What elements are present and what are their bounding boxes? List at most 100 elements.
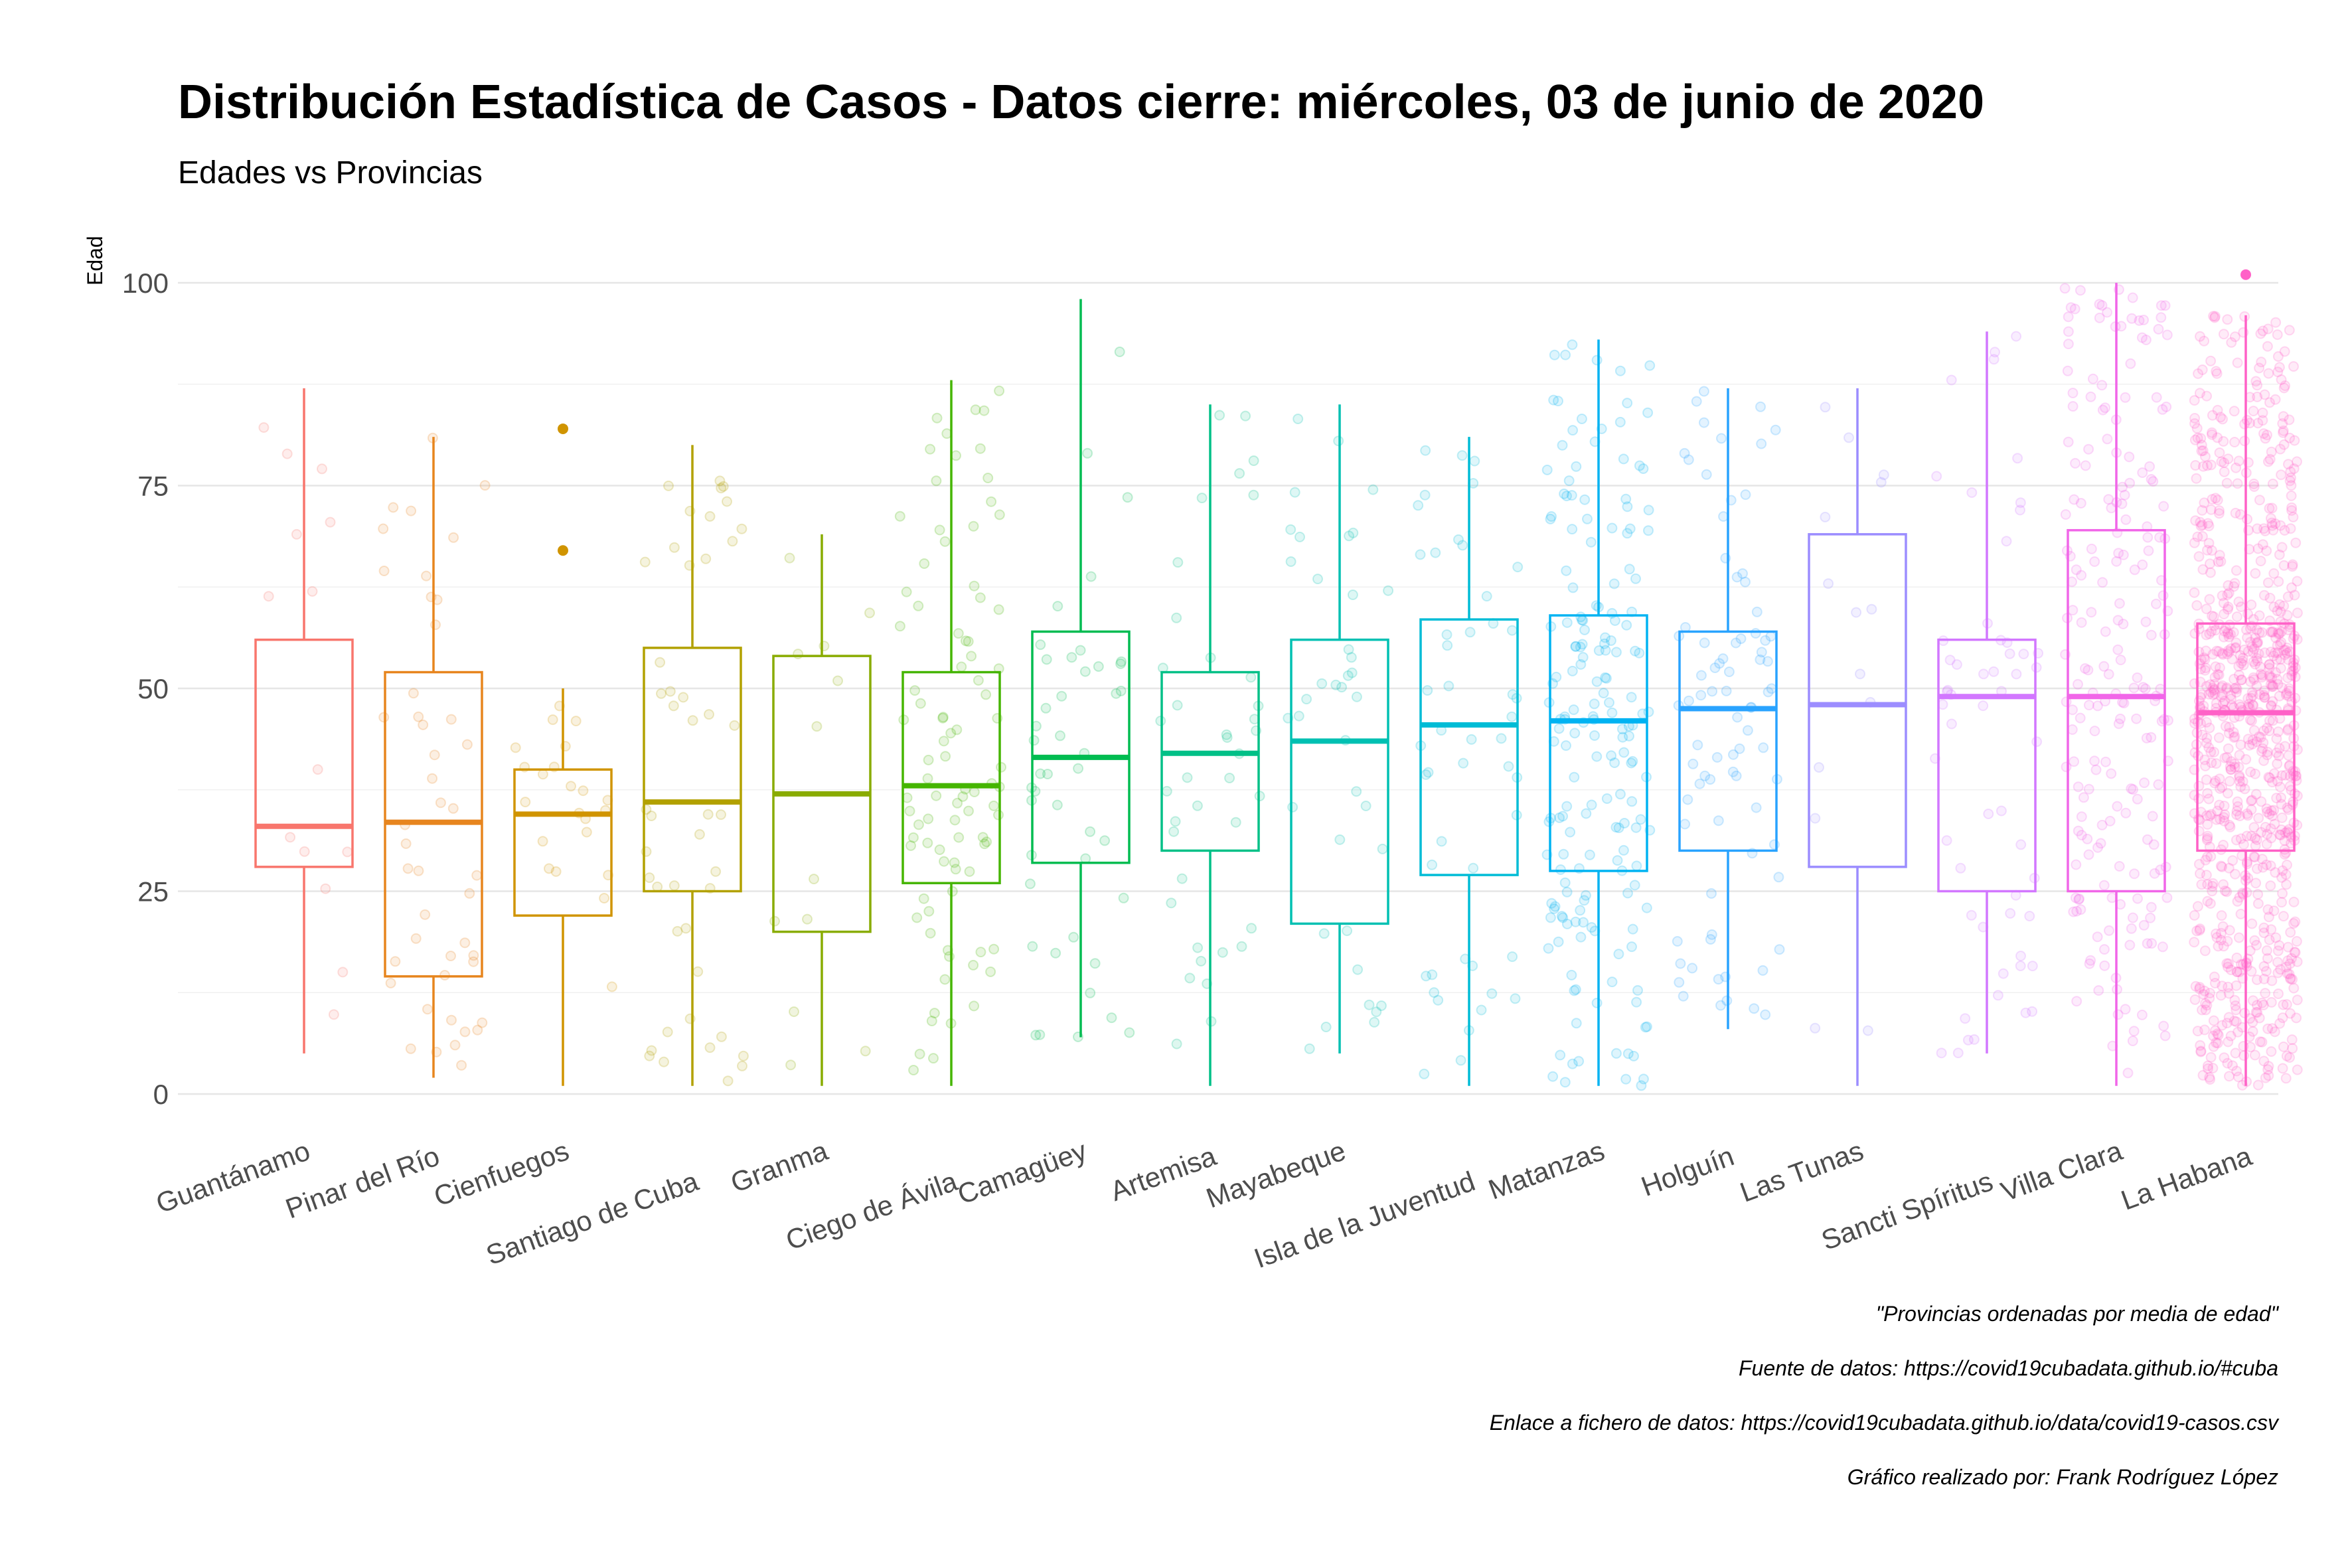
jitter-point <box>2217 414 2228 425</box>
jitter-point <box>2223 988 2234 999</box>
jitter-point <box>445 951 456 961</box>
jitter-point <box>2031 736 2043 747</box>
jitter-point <box>2209 971 2220 982</box>
jitter-point <box>2129 868 2140 880</box>
jitter-point <box>2262 828 2273 840</box>
jitter-point <box>2272 678 2284 690</box>
jitter-point <box>1624 564 1635 575</box>
jitter-point <box>2278 427 2289 438</box>
jitter-point <box>729 720 740 731</box>
jitter-point <box>904 805 915 817</box>
jitter-point <box>2262 807 2273 818</box>
iqr-box <box>1031 630 1131 864</box>
jitter-point <box>2197 519 2208 530</box>
jitter-point <box>2225 1030 2236 1042</box>
jitter-point <box>1621 619 1632 631</box>
box-9 <box>1290 404 1389 1054</box>
jitter-point <box>2224 925 2235 936</box>
jitter-point <box>1230 817 1241 828</box>
jitter-point <box>2247 1016 2258 1028</box>
jitter-point <box>2201 717 2212 728</box>
jitter-point <box>2098 661 2110 672</box>
jitter-point <box>2258 755 2269 766</box>
outlier-point <box>2240 269 2251 280</box>
jitter-point <box>1731 770 1742 781</box>
jitter-point <box>646 811 657 821</box>
jitter-point <box>1082 447 1093 459</box>
jitter-point <box>2264 659 2275 670</box>
jitter-point <box>1608 578 1620 589</box>
jitter-point <box>1546 898 1557 909</box>
jitter-point <box>2161 401 2172 412</box>
jitter-point <box>2247 738 2258 749</box>
jitter-point <box>2272 967 2284 979</box>
jitter-point <box>2083 443 2094 455</box>
jitter-point <box>1316 678 1328 689</box>
jitter-point <box>2201 834 2213 846</box>
jitter-point <box>2287 1043 2298 1054</box>
jitter-point <box>2245 676 2256 687</box>
jitter-point <box>2200 451 2211 462</box>
jitter-point <box>2223 961 2233 973</box>
jitter-point <box>2258 927 2270 939</box>
jitter-point <box>2256 670 2268 681</box>
jitter-point <box>966 651 977 662</box>
jitter-point <box>2189 413 2201 424</box>
jitter-point <box>1368 484 1379 495</box>
jitter-point <box>2212 1038 2223 1049</box>
jitter-point <box>1823 578 1834 589</box>
jitter-point <box>2128 682 2140 694</box>
jitter-point <box>2212 404 2223 416</box>
jitter-point <box>2270 867 2281 878</box>
jitter-point <box>2208 1015 2219 1026</box>
jitter-point <box>2265 823 2276 834</box>
jitter-point <box>644 1050 655 1061</box>
jitter-point <box>2063 311 2074 323</box>
jitter-point <box>2213 646 2225 657</box>
jitter-point <box>2231 684 2242 694</box>
jitter-point <box>2214 773 2225 785</box>
jitter-point <box>2118 698 2130 709</box>
jitter-point <box>2153 323 2164 335</box>
jitter-point <box>1755 654 1766 665</box>
jitter-point <box>2099 960 2110 971</box>
jitter-point <box>1721 685 1732 696</box>
jitter-point <box>2193 368 2204 379</box>
jitter-point <box>714 475 726 487</box>
jitter-point <box>2004 648 2015 659</box>
jitter-point <box>2235 601 2246 612</box>
jitter-point <box>2282 654 2294 665</box>
jitter-point <box>2277 865 2288 876</box>
jitter-point <box>2266 503 2278 514</box>
jitter-point <box>2209 684 2220 695</box>
jitter-point <box>2221 682 2233 693</box>
jitter-point <box>2208 685 2219 696</box>
jitter-point <box>2229 758 2240 769</box>
jitter-point <box>2201 390 2213 402</box>
jitter-point <box>811 721 823 732</box>
jitter-point <box>2232 896 2243 907</box>
jitter-point <box>599 893 610 903</box>
jitter-point <box>547 714 558 726</box>
jitter-point <box>570 716 582 727</box>
jitter-point <box>2069 756 2080 767</box>
jitter-point <box>2195 331 2205 342</box>
box-7 <box>1031 299 1131 1038</box>
jitter-point <box>2223 628 2234 639</box>
jitter-point <box>2189 587 2200 598</box>
jitter-point <box>2201 810 2213 821</box>
jitter-point <box>2270 667 2281 678</box>
jitter-point <box>1609 757 1620 768</box>
jitter-point <box>988 800 999 811</box>
jitter-point <box>430 619 441 631</box>
jitter-point <box>1293 414 1304 424</box>
jitter-point <box>1030 1030 1042 1041</box>
jitter-point <box>1114 347 1125 357</box>
jitter-point <box>1598 688 1609 698</box>
jitter-point <box>2266 975 2278 986</box>
y-tick-label: 100 <box>122 268 169 299</box>
jitter-point <box>2199 1024 2210 1036</box>
jitter-point <box>2093 985 2104 996</box>
jitter-point <box>2274 549 2285 560</box>
jitter-point <box>1567 524 1578 535</box>
